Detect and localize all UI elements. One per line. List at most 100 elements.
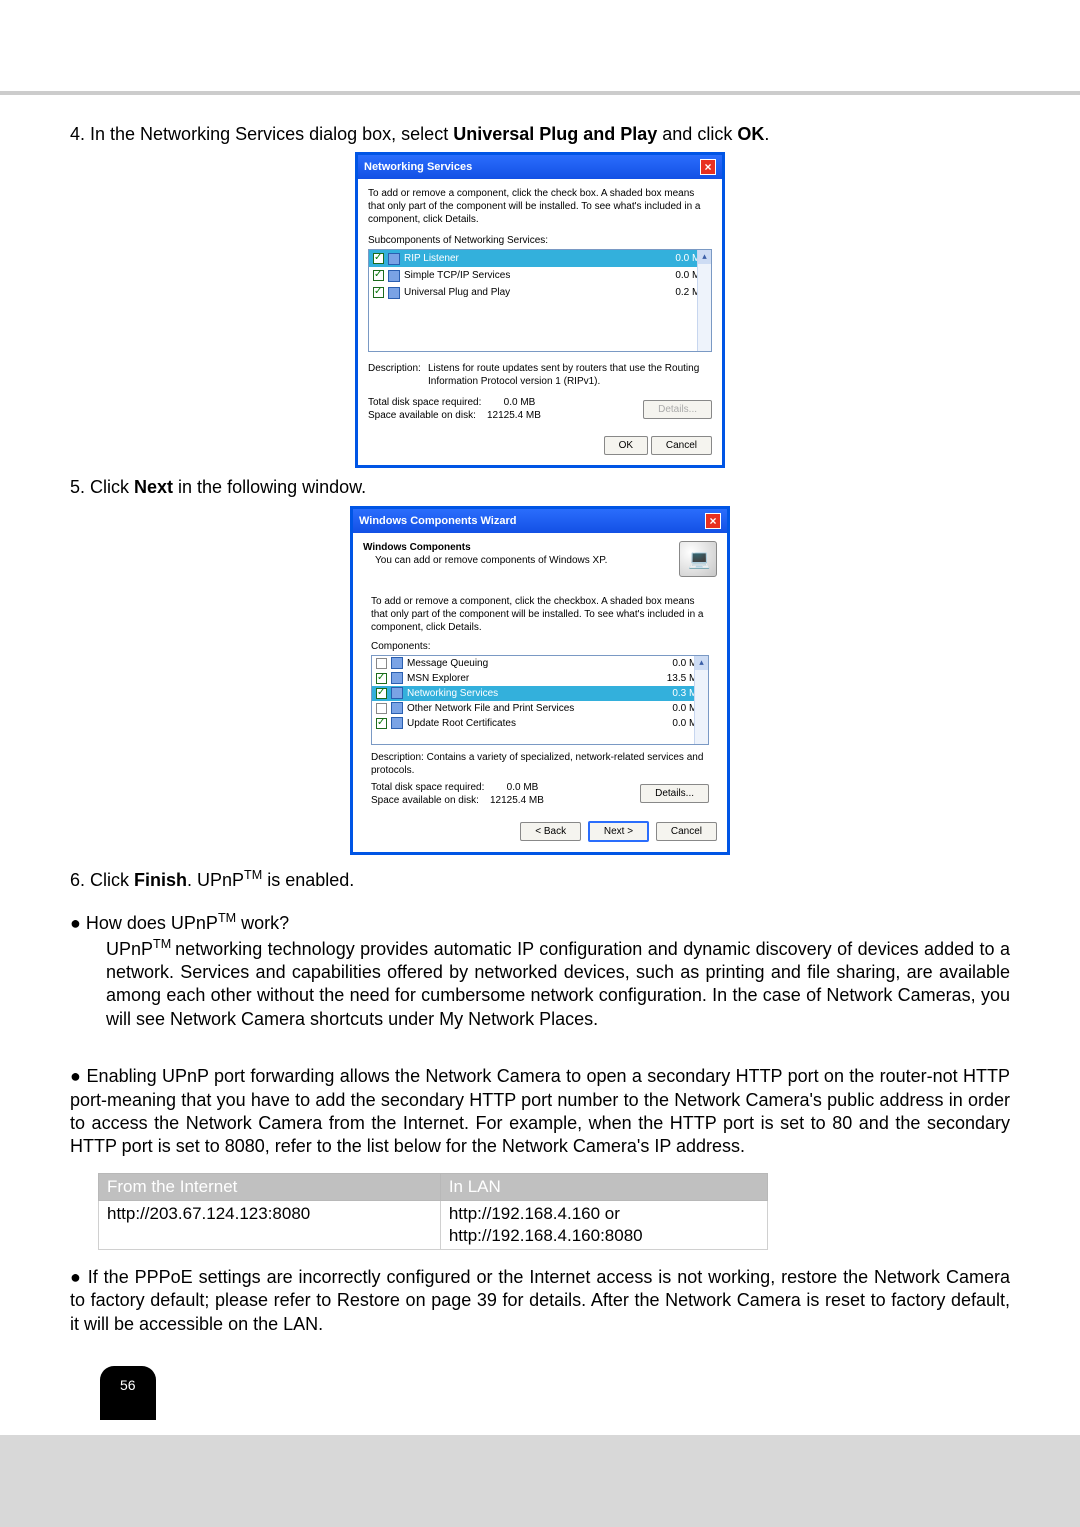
list-item[interactable]: Message Queuing 0.0 MB: [372, 656, 708, 671]
cancel-button[interactable]: Cancel: [656, 822, 717, 841]
step-5: 5. Click Next in the following window.: [70, 476, 1010, 499]
text: networking technology provides automatic…: [106, 939, 1010, 1029]
port-forwarding-body: ● Enabling UPnP port forwarding allows t…: [70, 1065, 1010, 1159]
how-upnp-body: UPnPTM networking technology provides au…: [106, 936, 1010, 1032]
total-space-label: Total disk space required:: [371, 782, 484, 793]
close-icon[interactable]: ×: [705, 513, 721, 529]
description-label: Description:: [371, 752, 424, 763]
list-label: MSN Explorer: [407, 673, 469, 684]
description-label: Description:: [368, 362, 428, 388]
checkbox-icon[interactable]: [376, 703, 387, 714]
component-icon: [388, 253, 400, 265]
checkbox-icon[interactable]: [376, 673, 387, 684]
list-label: Universal Plug and Play: [404, 287, 510, 298]
wizard-heading: Windows Components: [363, 541, 607, 554]
text: 4. In the Networking Services dialog box…: [70, 124, 453, 144]
table-header: In LAN: [440, 1173, 767, 1200]
list-label: Update Root Certificates: [407, 718, 516, 729]
text: http://192.168.4.160 or: [449, 1204, 620, 1223]
text: Enabling UPnP port forwarding allows the…: [70, 1066, 1010, 1156]
text-bold: Finish: [134, 870, 187, 890]
next-button[interactable]: Next >: [588, 821, 649, 842]
total-space-value: 0.0 MB: [504, 397, 536, 408]
component-icon: [391, 672, 403, 684]
text-bold: Universal Plug and Play: [453, 124, 657, 144]
list-item[interactable]: Networking Services 0.3 MB: [372, 686, 708, 701]
list-item[interactable]: Update Root Certificates 0.0 MB: [372, 716, 708, 731]
wizard-icon: [679, 541, 717, 577]
step-4: 4. In the Networking Services dialog box…: [70, 123, 1010, 146]
list-item[interactable]: Simple TCP/IP Services 0.0 MB: [369, 267, 711, 284]
dialog-title: Windows Components Wizard: [359, 514, 516, 528]
text: If the PPPoE settings are incorrectly co…: [70, 1267, 1010, 1334]
text: .: [764, 124, 769, 144]
details-button[interactable]: Details...: [640, 784, 709, 803]
text-bold: Next: [134, 477, 173, 497]
page-number: 56: [100, 1366, 156, 1420]
component-icon: [388, 270, 400, 282]
subcomponents-list[interactable]: RIP Listener 0.0 MB Simple TCP/IP Servic…: [368, 249, 712, 352]
scrollbar[interactable]: ▴: [694, 656, 708, 744]
bullet-icon: ●: [70, 913, 81, 933]
list-item[interactable]: Universal Plug and Play 0.2 MB: [369, 284, 711, 301]
component-icon: [391, 687, 403, 699]
trademark-sup: TM: [218, 911, 236, 925]
text: UPnP: [106, 939, 153, 959]
wizard-subheading: You can add or remove components of Wind…: [375, 554, 607, 567]
list-label: Other Network File and Print Services: [407, 703, 574, 714]
list-label: Message Queuing: [407, 658, 488, 669]
component-icon: [391, 702, 403, 714]
trademark-sup: TM: [244, 868, 262, 882]
text: 6. Click: [70, 870, 134, 890]
list-label: RIP Listener: [404, 253, 459, 264]
text: and click: [657, 124, 737, 144]
cancel-button[interactable]: Cancel: [651, 436, 712, 455]
list-label: Networking Services: [407, 688, 498, 699]
networking-services-dialog: Networking Services × To add or remove a…: [355, 152, 725, 468]
table-header: From the Internet: [99, 1173, 441, 1200]
checkbox-icon[interactable]: [376, 718, 387, 729]
details-button: Details...: [643, 400, 712, 419]
table-cell: http://203.67.124.123:8080: [99, 1200, 441, 1249]
checkbox-icon[interactable]: [376, 688, 387, 699]
how-upnp-question: ● How does UPnPTM work?: [70, 910, 1010, 935]
checkbox-icon[interactable]: [376, 658, 387, 669]
bullet-icon: ●: [70, 1066, 81, 1086]
text: http://192.168.4.160:8080: [449, 1226, 643, 1245]
text: work?: [236, 913, 289, 933]
text: is enabled.: [262, 870, 354, 890]
text: . UPnP: [187, 870, 244, 890]
bullet-icon: ●: [70, 1267, 82, 1287]
windows-components-wizard-dialog: Windows Components Wizard × Windows Comp…: [350, 506, 730, 855]
close-icon[interactable]: ×: [700, 159, 716, 175]
scrollbar[interactable]: ▴: [697, 250, 711, 351]
avail-space-label: Space available on disk:: [368, 410, 476, 421]
step-6: 6. Click Finish. UPnPTM is enabled.: [70, 867, 1010, 892]
dialog-titlebar: Windows Components Wizard ×: [353, 509, 727, 533]
back-button[interactable]: < Back: [520, 822, 581, 841]
text-bold: OK: [737, 124, 764, 144]
description-text: Listens for route updates sent by router…: [428, 362, 712, 388]
total-space-label: Total disk space required:: [368, 397, 481, 408]
subcomponents-label: Subcomponents of Networking Services:: [368, 234, 712, 247]
ok-button[interactable]: OK: [604, 436, 648, 455]
list-item[interactable]: Other Network File and Print Services 0.…: [372, 701, 708, 716]
total-space-value: 0.0 MB: [507, 782, 539, 793]
checkbox-icon[interactable]: [373, 253, 384, 264]
text: in the following window.: [173, 477, 366, 497]
checkbox-icon[interactable]: [373, 287, 384, 298]
ip-address-table: From the Internet In LAN http://203.67.1…: [98, 1173, 768, 1250]
dialog-titlebar: Networking Services ×: [358, 155, 722, 179]
components-label: Components:: [371, 640, 709, 653]
table-cell: http://192.168.4.160 or http://192.168.4…: [440, 1200, 767, 1249]
list-label: Simple TCP/IP Services: [404, 270, 510, 281]
list-item[interactable]: MSN Explorer 13.5 MB: [372, 671, 708, 686]
component-icon: [388, 287, 400, 299]
avail-space-value: 12125.4 MB: [487, 410, 541, 421]
components-list[interactable]: Message Queuing 0.0 MB MSN Explorer 13.5…: [371, 655, 709, 745]
component-icon: [391, 657, 403, 669]
pppoe-body: ● If the PPPoE settings are incorrectly …: [70, 1266, 1010, 1336]
list-item[interactable]: RIP Listener 0.0 MB: [369, 250, 711, 267]
checkbox-icon[interactable]: [373, 270, 384, 281]
avail-space-value: 12125.4 MB: [490, 795, 544, 806]
